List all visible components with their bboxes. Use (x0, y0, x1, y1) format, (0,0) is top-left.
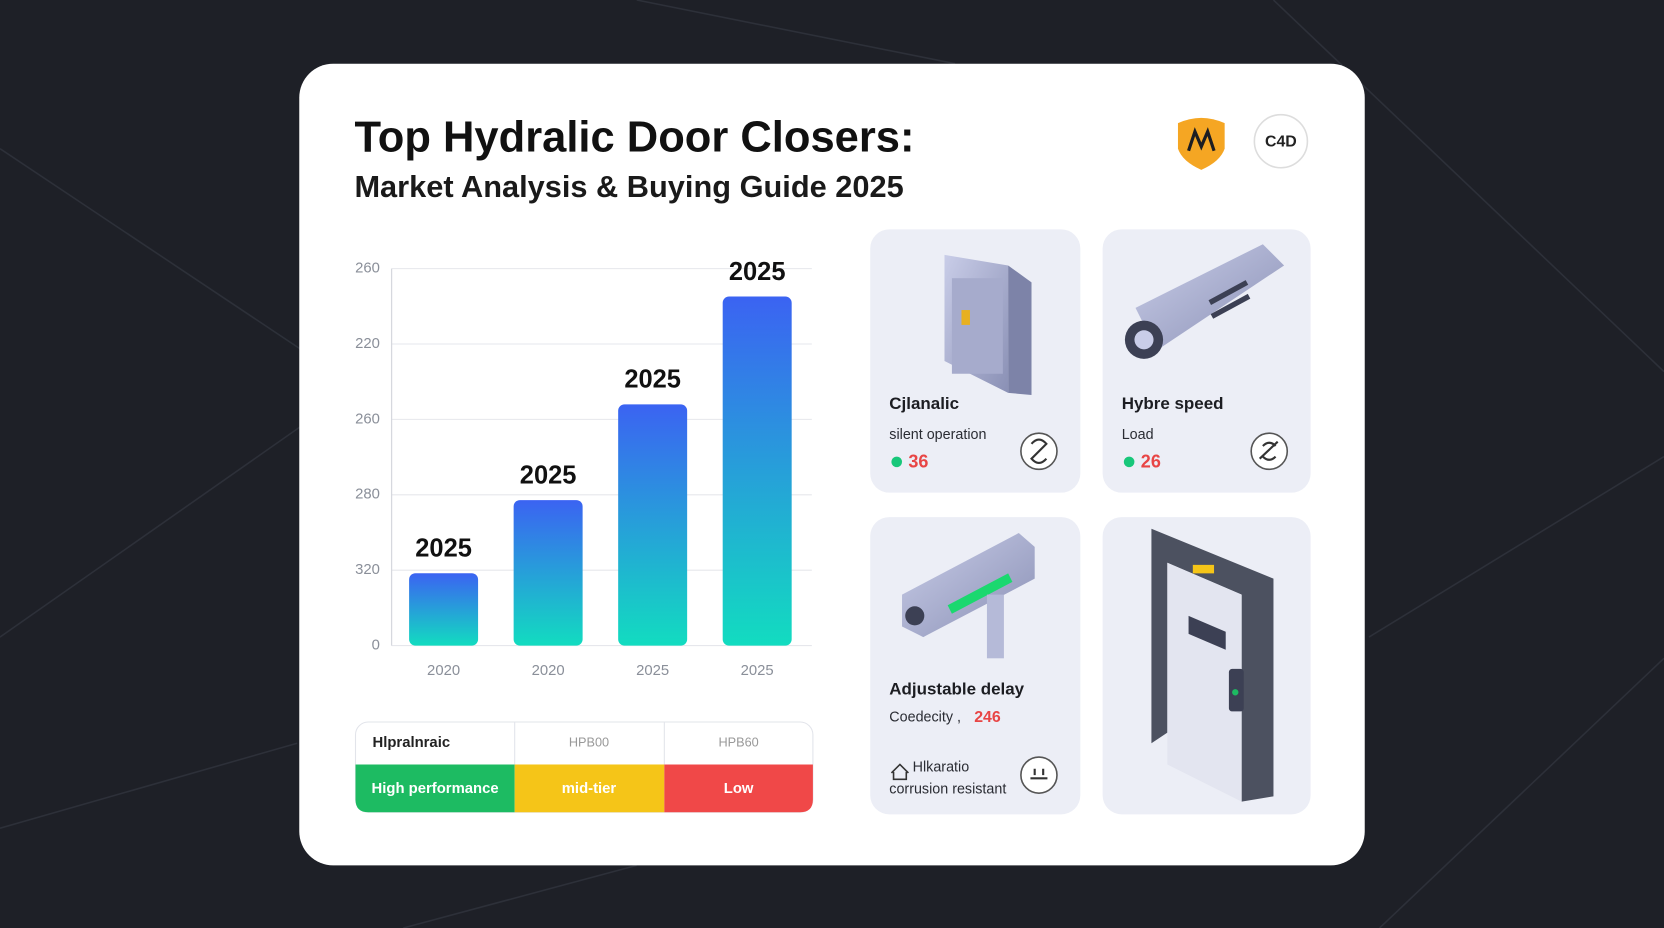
table-header: HPB00 (569, 735, 609, 750)
card-value: 246 (974, 709, 1001, 726)
product-illustration (902, 533, 1035, 659)
card-note: Hlkaratio (913, 759, 970, 775)
product-card (1102, 229, 1311, 493)
bar-label: 2025 (624, 366, 681, 394)
table-cell (355, 764, 515, 813)
badge (1253, 113, 1309, 169)
x-tick-label: 2020 (532, 663, 565, 679)
table-cell-label: mid-tier (562, 781, 617, 797)
bar (618, 404, 688, 646)
card-title: Cjlanalic (889, 394, 959, 413)
card-subtitle: Load (1122, 427, 1154, 443)
bar (513, 500, 583, 646)
table: Hlpralnraic HPB00 HPB60 High performance… (354, 721, 814, 813)
card (299, 63, 1365, 866)
card-note: corrusion resistant (889, 782, 1006, 798)
x-tick-label: 2025 (741, 663, 774, 679)
card-icon (1250, 432, 1289, 471)
table-cell-label: Low (724, 781, 754, 797)
bar-chart: 0 320 280 260 220 260 2020 2025 2020 2025 2025 2025… (355, 258, 812, 679)
status-dot (891, 456, 903, 468)
card-subtitle: Coedecity , (889, 710, 961, 726)
bar (722, 296, 792, 646)
card-icon-glyph (1030, 768, 1048, 780)
table-cell (664, 764, 813, 813)
y-tick-label: 320 (355, 562, 380, 578)
product-illustration (1124, 244, 1285, 359)
product-illustration (944, 254, 1032, 395)
card-icon-glyph (1030, 438, 1048, 464)
card-value: 36 (908, 452, 928, 472)
card-value: 26 (1141, 452, 1161, 472)
bar-label: 2025 (729, 258, 786, 286)
note-icon (890, 763, 909, 781)
x-tick-label: 2025 (636, 663, 669, 679)
badge-label: C4D (1265, 133, 1297, 150)
y-tick-label: 280 (355, 487, 380, 503)
card-title: Adjustable delay (889, 680, 1024, 699)
logo-mark (1187, 127, 1216, 152)
product-illustration (1151, 528, 1274, 802)
y-tick-label: 0 (372, 637, 380, 653)
y-tick-label: 260 (355, 261, 380, 277)
card-subtitle: silent operation (889, 427, 986, 443)
y-tick-label: 220 (355, 336, 380, 352)
card-icon (1020, 756, 1058, 794)
subtitle: Market Analysis & Buying Guide 2025 (354, 169, 903, 204)
table-header: Hlpralnraic (372, 735, 450, 751)
status-dot (1123, 456, 1135, 468)
card-icon-glyph (1258, 440, 1279, 461)
y-tick-label: 260 (355, 411, 380, 427)
bar-label: 2025 (520, 461, 577, 489)
x-tick-label: 2020 (427, 663, 460, 679)
bar-label: 2025 (415, 535, 472, 563)
bar (409, 573, 479, 646)
table-header: HPB60 (718, 735, 758, 750)
table-cell-label: High performance (372, 781, 499, 797)
table-cell (514, 764, 665, 813)
card-title: Hybre speed (1122, 394, 1224, 413)
title: Top Hydralic Door Closers: (354, 114, 914, 162)
